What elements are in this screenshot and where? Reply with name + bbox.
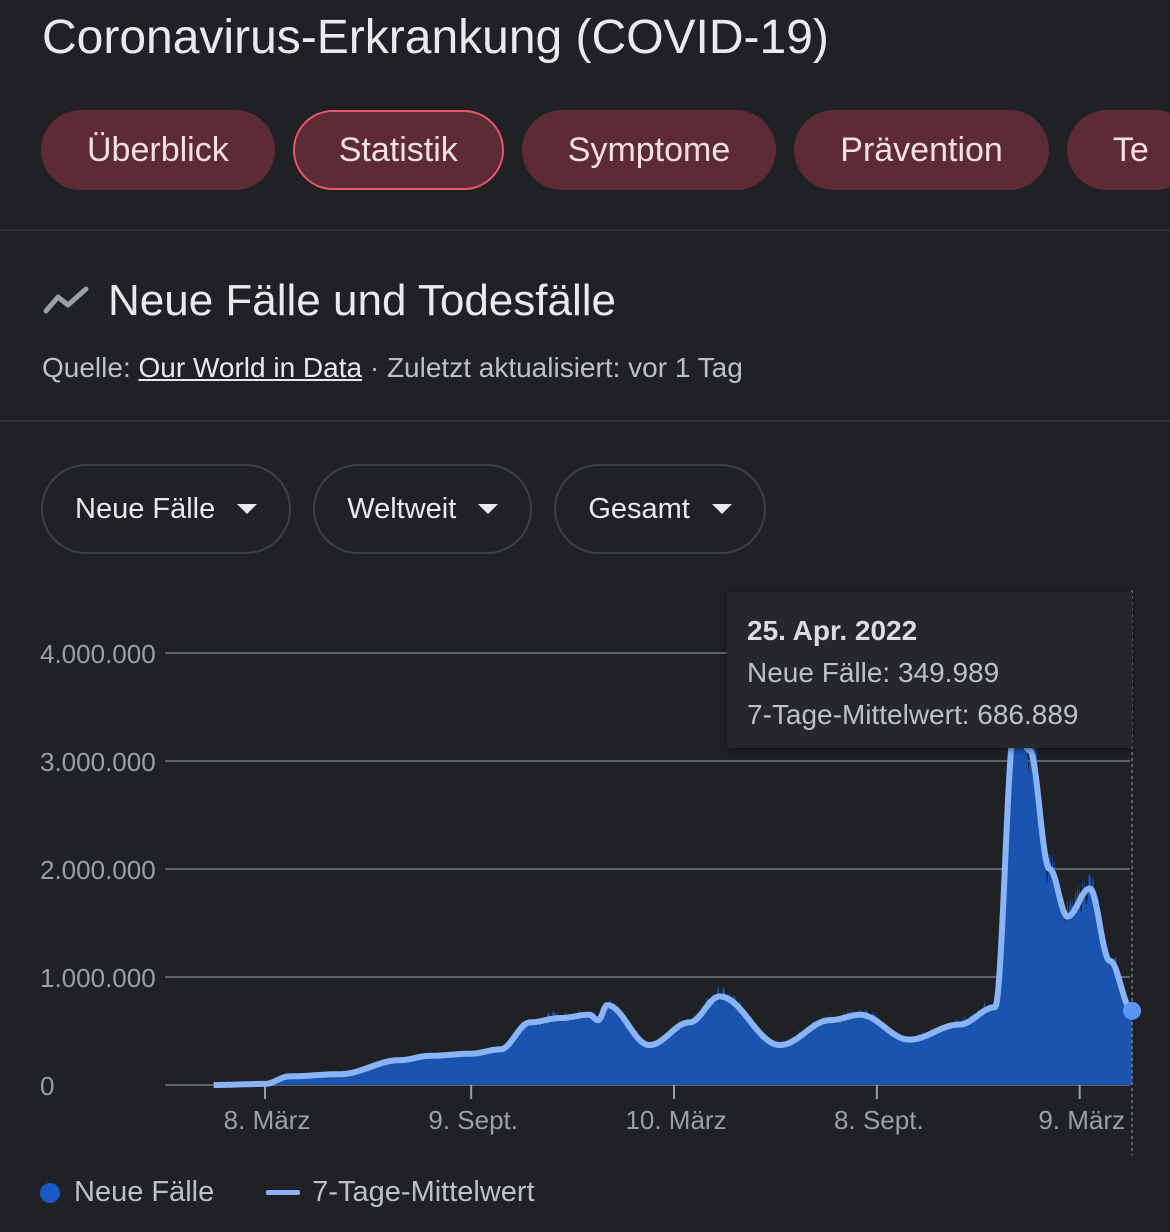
hover-point xyxy=(1123,1001,1142,1020)
tab-statistics[interactable]: Statistik xyxy=(292,110,504,190)
tab-overview[interactable]: Überblick xyxy=(41,110,275,190)
y-tick-label: 3.000.000 xyxy=(40,747,156,777)
tooltip-average: 7-Tage-Mittelwert: 686.889 xyxy=(747,699,1079,730)
chart-legend: Neue Fälle 7-Tage-Mittelwert xyxy=(40,1176,535,1209)
cases-area xyxy=(213,687,1133,1085)
tab-prevention[interactable]: Prävention xyxy=(794,110,1049,190)
caret-down-icon xyxy=(237,504,258,514)
dropdown-label: Neue Fälle xyxy=(75,492,216,525)
x-tick-label: 10. März xyxy=(625,1105,726,1135)
dropdown-label: Gesamt xyxy=(588,492,690,525)
source-line: Quelle: Our World in Data · Zuletzt aktu… xyxy=(42,352,743,384)
region-dropdown[interactable]: Weltweit xyxy=(313,464,533,554)
section-header: Neue Fälle und Todesfälle xyxy=(42,276,616,326)
section-title: Neue Fälle und Todesfälle xyxy=(108,276,616,325)
caret-down-icon xyxy=(711,504,732,514)
cases-chart[interactable]: 0 1.000.000 2.000.000 3.000.000 4.000.000 8. … xyxy=(0,580,1170,1170)
filter-bar: Neue Fälle Weltweit Gesamt xyxy=(41,464,766,554)
tab-symptoms[interactable]: Symptome xyxy=(521,110,777,190)
x-tick-label: 8. März xyxy=(224,1105,311,1135)
caret-down-icon xyxy=(478,504,499,514)
source-link[interactable]: Our World in Data xyxy=(138,352,363,383)
divider xyxy=(0,420,1170,422)
page-title: Coronavirus-Erkrankung (COVID-19) xyxy=(42,11,829,64)
legend-cases: Neue Fälle xyxy=(74,1176,215,1208)
chart-tooltip: 25. Apr. 2022 Neue Fälle: 349.989 7-Tage… xyxy=(727,592,1132,748)
y-tick-label: 4.000.000 xyxy=(40,639,156,669)
legend-average: 7-Tage-Mittelwert xyxy=(312,1176,535,1208)
legend-cases-dot-icon xyxy=(40,1182,60,1203)
tab-more[interactable]: Te xyxy=(1066,110,1170,190)
x-tick-label: 8. Sept. xyxy=(834,1105,924,1135)
average-line xyxy=(211,720,1135,1088)
x-tick-label: 9. März xyxy=(1038,1105,1125,1135)
trending-line-icon xyxy=(42,276,90,326)
tooltip-cases: Neue Fälle: 349.989 xyxy=(747,657,1000,688)
metric-dropdown[interactable]: Neue Fälle xyxy=(41,464,292,554)
y-tick-label: 1.000.000 xyxy=(40,963,156,993)
tooltip-date: 25. Apr. 2022 xyxy=(747,615,918,646)
divider xyxy=(0,229,1170,231)
last-updated: · Zuletzt aktualisiert: vor 1 Tag xyxy=(362,352,743,383)
period-dropdown[interactable]: Gesamt xyxy=(554,464,766,554)
legend-average-line-icon xyxy=(266,1190,301,1195)
source-label: Quelle: xyxy=(42,352,139,383)
dropdown-label: Weltweit xyxy=(347,492,457,525)
x-tick-label: 9. Sept. xyxy=(428,1105,518,1135)
topic-tabs: Überblick Statistik Symptome Prävention … xyxy=(41,110,1170,190)
y-tick-label: 0 xyxy=(40,1071,54,1101)
y-tick-label: 2.000.000 xyxy=(40,855,156,885)
